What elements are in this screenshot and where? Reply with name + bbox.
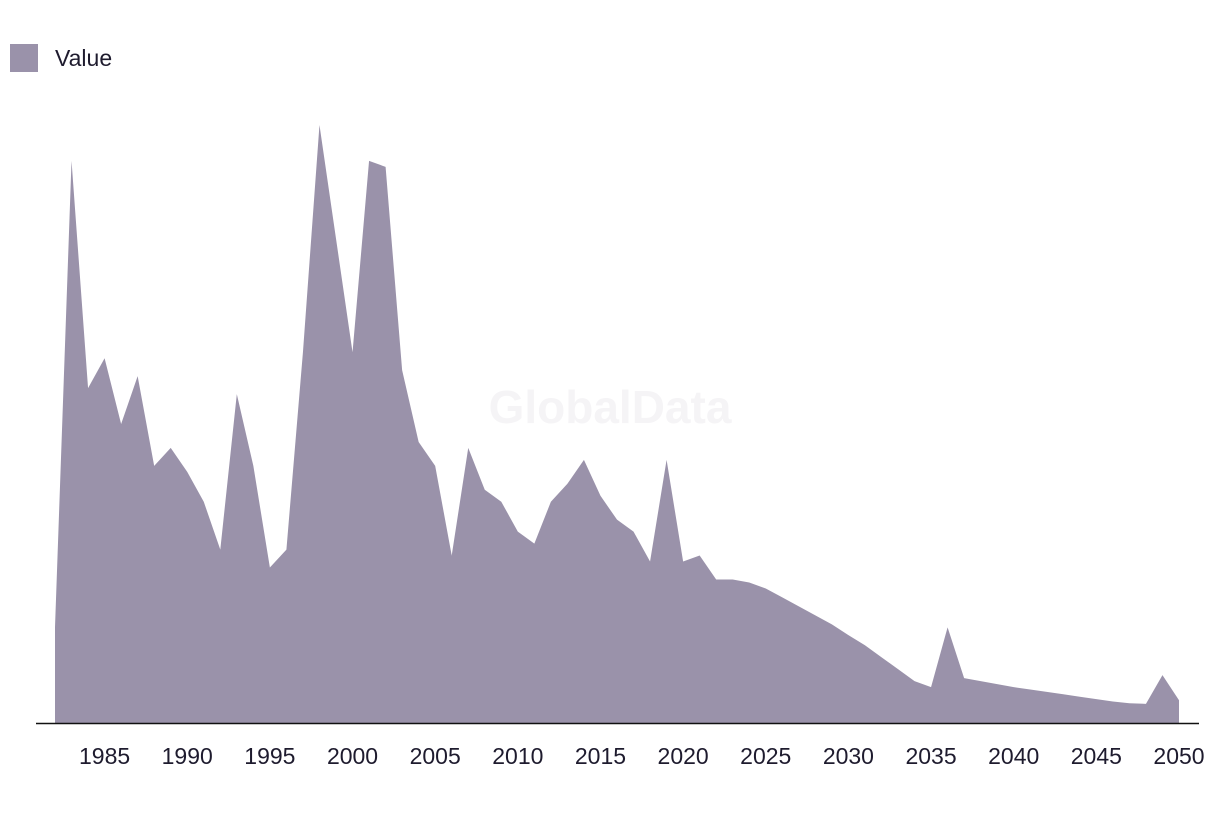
x-tick-label: 1985	[79, 743, 130, 769]
x-tick-label: 1990	[162, 743, 213, 769]
watermark: GlobalData	[488, 381, 732, 433]
x-tick-label: 2050	[1153, 743, 1204, 769]
x-tick-label: 2015	[575, 743, 626, 769]
legend-swatch	[10, 44, 38, 72]
x-tick-label: 2040	[988, 743, 1039, 769]
x-tick-label: 1995	[244, 743, 295, 769]
series-area-value	[55, 125, 1179, 723]
x-tick-label: 2025	[740, 743, 791, 769]
x-tick-label: 2030	[823, 743, 874, 769]
x-axis-ticks: 1985 1990 1995 2000 2005 2010 2015 2020 2025 2030…	[79, 743, 1205, 769]
legend: Value	[10, 44, 112, 72]
x-tick-label: 2020	[658, 743, 709, 769]
x-tick-label: 2010	[492, 743, 543, 769]
x-tick-label: 2005	[410, 743, 461, 769]
legend-label: Value	[55, 44, 113, 71]
x-tick-label: 2045	[1071, 743, 1122, 769]
x-tick-label: 2035	[905, 743, 956, 769]
x-tick-label: 2000	[327, 743, 378, 769]
